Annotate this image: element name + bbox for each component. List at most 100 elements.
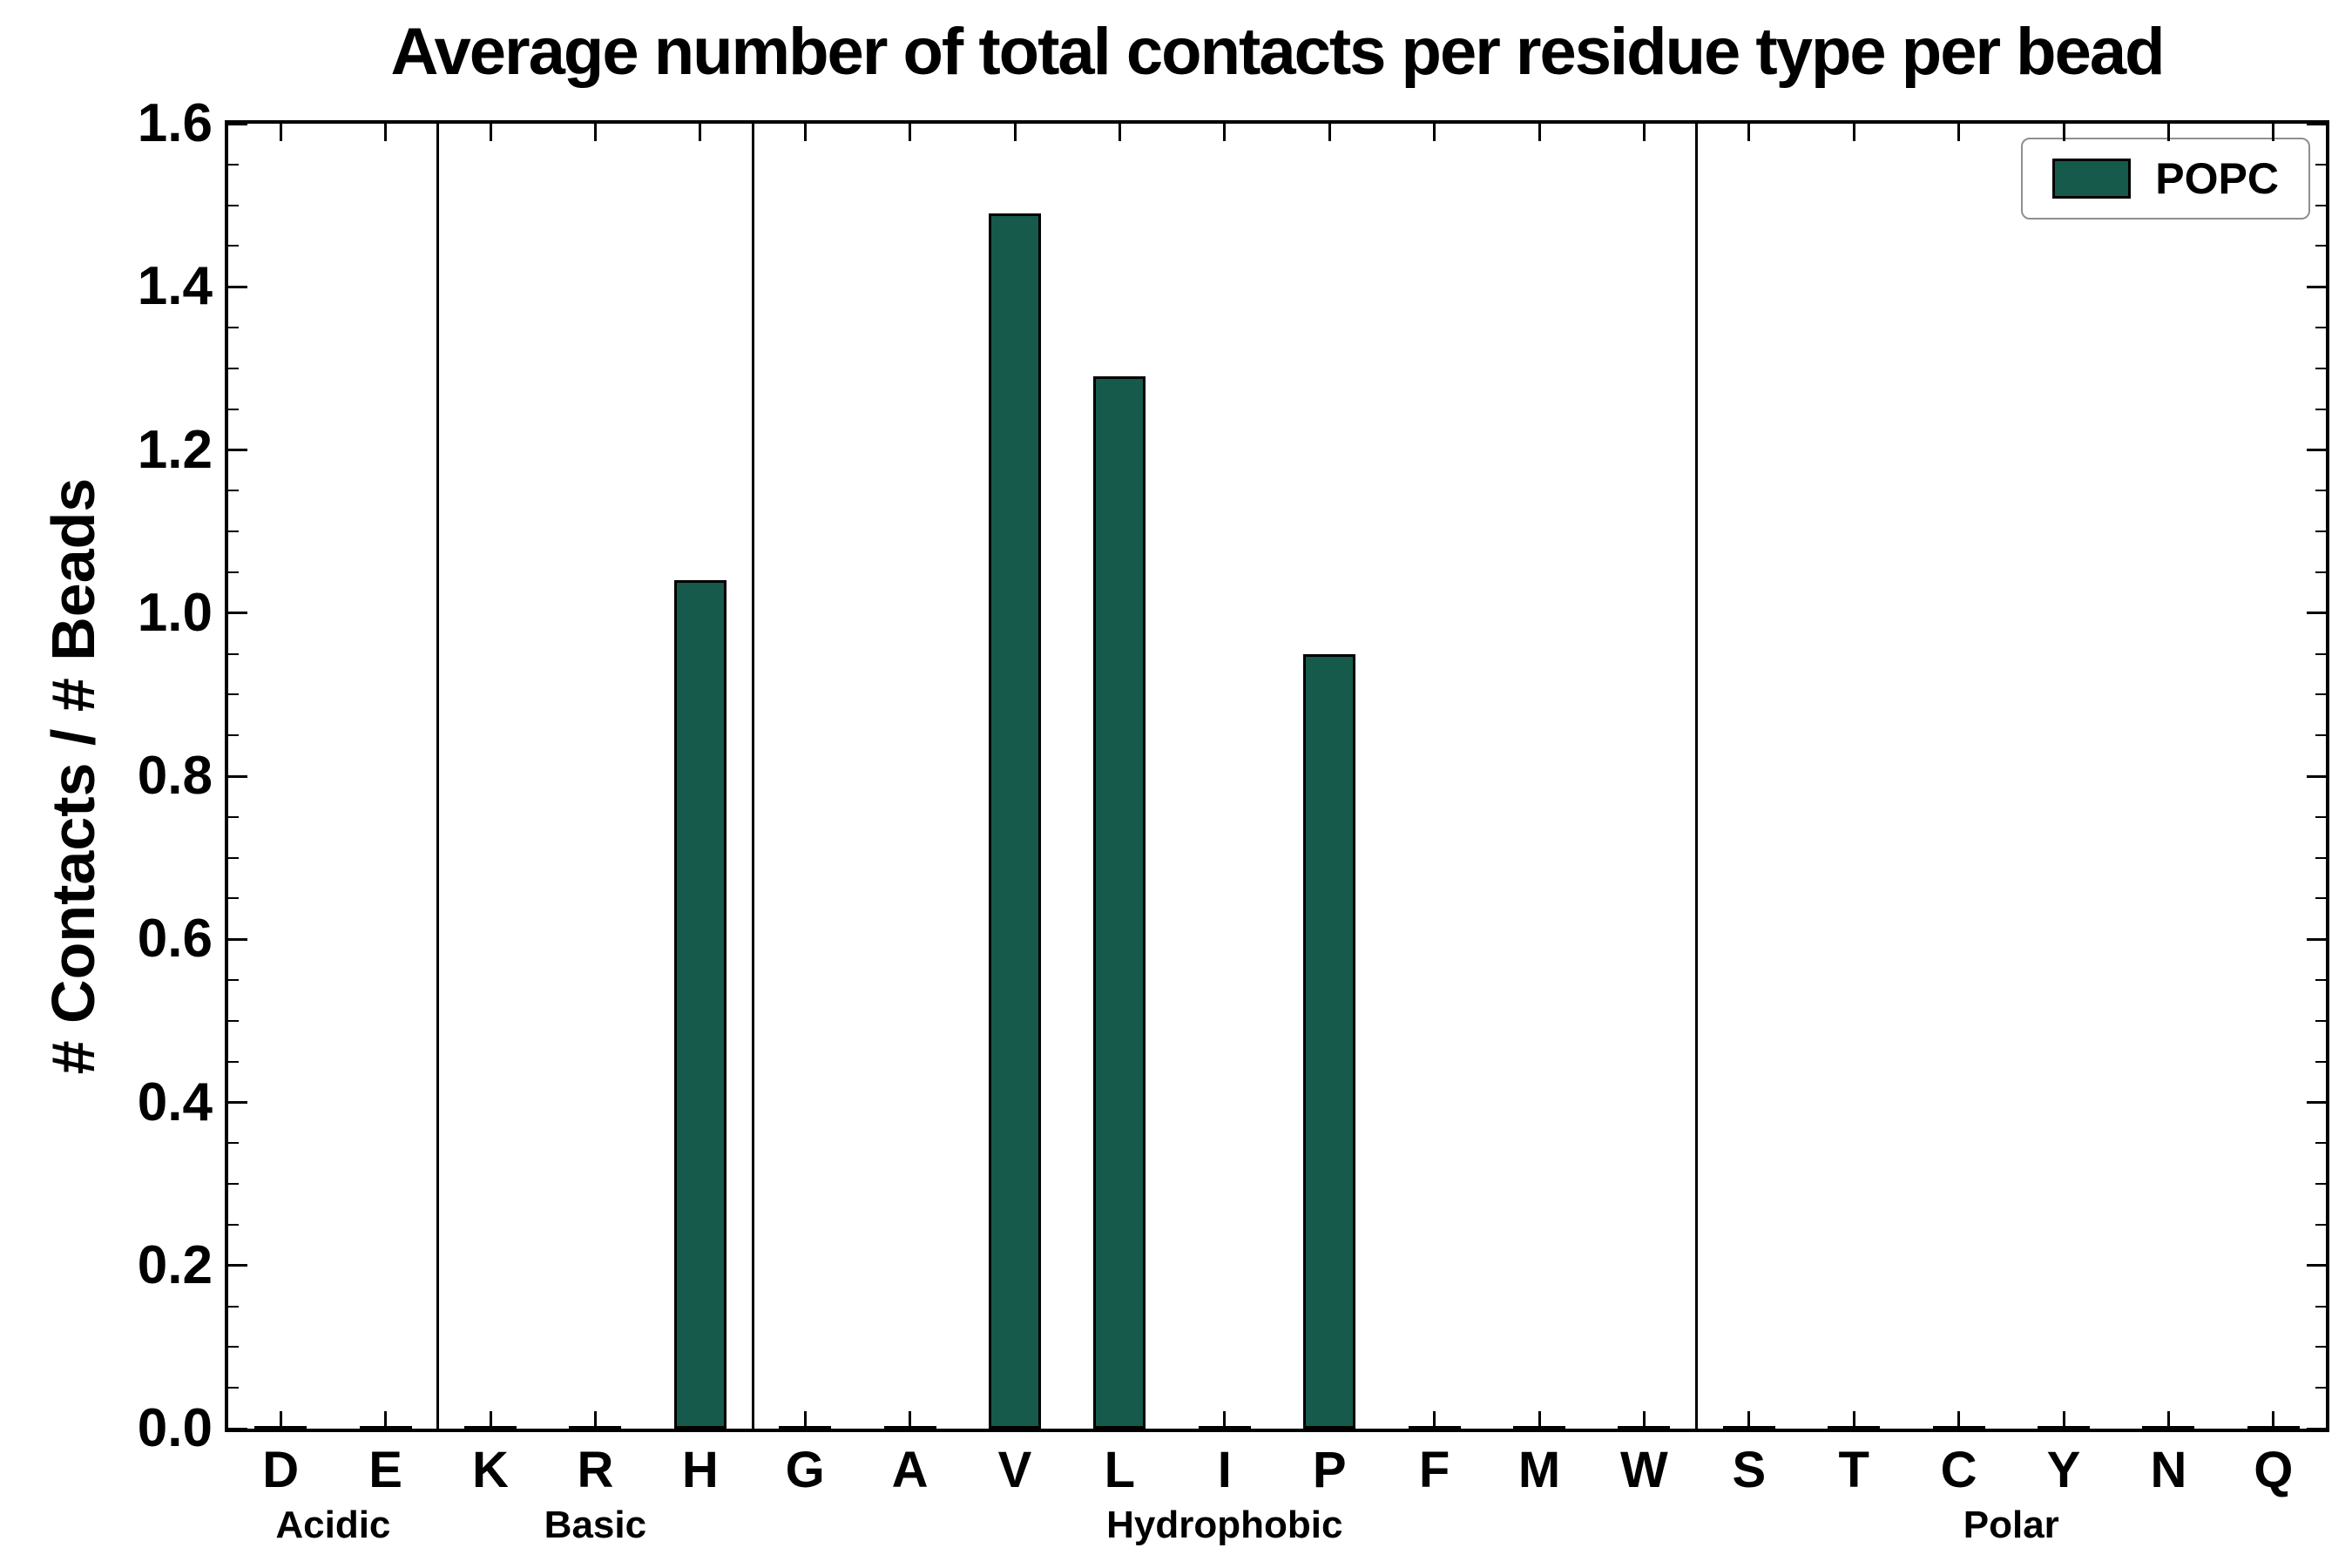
y-minor-tick-right — [2315, 408, 2326, 410]
bar-V — [989, 213, 1041, 1429]
y-minor-tick-left — [228, 693, 239, 696]
x-tick-label-E: E — [368, 1442, 402, 1498]
x-tick-top — [489, 124, 492, 141]
x-tick-top — [1223, 124, 1227, 141]
y-minor-tick-right — [2315, 1223, 2326, 1226]
y-major-tick-right — [2307, 774, 2326, 778]
y-minor-tick-left — [228, 1305, 239, 1308]
y-major-tick-left — [228, 285, 247, 288]
x-tick-label-W: W — [1620, 1442, 1668, 1498]
y-major-tick-right — [2307, 1264, 2326, 1267]
bar-D — [254, 1426, 308, 1429]
x-tick-label-F: F — [1418, 1442, 1450, 1498]
bar-K — [464, 1426, 517, 1429]
bar-Q — [2247, 1426, 2300, 1429]
bar-P — [1303, 653, 1356, 1429]
y-minor-tick-right — [2315, 245, 2326, 247]
x-tick-top — [699, 124, 702, 141]
y-minor-tick-left — [228, 245, 239, 247]
y-major-tick-left — [228, 612, 247, 615]
y-minor-tick-right — [2315, 815, 2326, 818]
x-tick-top — [803, 124, 807, 141]
group-label-basic: Basic — [544, 1504, 647, 1546]
x-tick-bottom — [1957, 1411, 1961, 1429]
bar-L — [1093, 376, 1146, 1429]
y-tick-label: 1.2 — [137, 419, 213, 480]
y-minor-tick-left — [228, 1019, 239, 1022]
x-tick-top — [593, 124, 597, 141]
y-minor-tick-left — [228, 204, 239, 206]
group-label-acidic: Acidic — [275, 1504, 391, 1546]
x-tick-top — [1852, 124, 1855, 141]
y-minor-tick-left — [228, 1142, 239, 1145]
bar-I — [1198, 1426, 1251, 1429]
y-major-tick-right — [2307, 449, 2326, 451]
bar-S — [1722, 1426, 1775, 1429]
y-minor-tick-right — [2315, 163, 2326, 166]
group-divider — [436, 124, 440, 1429]
x-tick-top — [1642, 124, 1646, 141]
x-tick-bottom — [2062, 1411, 2065, 1429]
y-minor-tick-left — [228, 408, 239, 410]
y-tick-label: 1.6 — [137, 93, 213, 153]
x-tick-top — [279, 124, 282, 141]
y-minor-tick-right — [2315, 571, 2326, 573]
x-tick-bottom — [593, 1411, 597, 1429]
bar-A — [883, 1426, 936, 1429]
y-tick-label: 0.6 — [137, 909, 213, 970]
x-tick-label-G: G — [785, 1442, 825, 1498]
bar-Y — [2038, 1426, 2090, 1429]
x-tick-bottom — [279, 1411, 282, 1429]
x-tick-label-I: I — [1217, 1442, 1232, 1498]
y-minor-tick-right — [2315, 490, 2326, 492]
y-major-tick-right — [2307, 937, 2326, 941]
group-label-polar: Polar — [1963, 1504, 2059, 1546]
y-minor-tick-left — [228, 490, 239, 492]
x-tick-label-R: R — [577, 1442, 614, 1498]
bar-E — [359, 1426, 412, 1429]
y-major-tick-left — [228, 937, 247, 941]
y-minor-tick-right — [2315, 531, 2326, 533]
x-tick-top — [909, 124, 912, 141]
x-tick-top — [1328, 124, 1331, 141]
y-minor-tick-left — [228, 367, 239, 369]
x-tick-bottom — [909, 1411, 912, 1429]
y-minor-tick-left — [228, 856, 239, 859]
x-tick-label-T: T — [1838, 1442, 1869, 1498]
x-tick-top — [2272, 124, 2275, 141]
y-minor-tick-right — [2315, 856, 2326, 859]
y-major-tick-left — [228, 1427, 247, 1430]
y-major-tick-left — [228, 774, 247, 778]
y-major-tick-right — [2307, 612, 2326, 615]
chart-title: Average number of total contacts per res… — [390, 15, 2165, 89]
y-major-tick-left — [228, 1101, 247, 1104]
y-minor-tick-right — [2315, 1183, 2326, 1186]
y-tick-label: 0.2 — [137, 1234, 213, 1295]
y-minor-tick-right — [2315, 1142, 2326, 1145]
y-minor-tick-right — [2315, 1346, 2326, 1348]
x-tick-bottom — [2272, 1411, 2275, 1429]
x-tick-bottom — [1747, 1411, 1751, 1429]
x-tick-label-D: D — [262, 1442, 300, 1498]
y-minor-tick-right — [2315, 897, 2326, 900]
legend-swatch-popc — [2052, 159, 2132, 199]
x-tick-label-P: P — [1312, 1442, 1347, 1498]
group-divider — [751, 124, 754, 1429]
bar-H — [673, 580, 727, 1429]
y-minor-tick-left — [228, 979, 239, 982]
x-tick-top — [384, 124, 388, 141]
y-minor-tick-right — [2315, 693, 2326, 696]
y-minor-tick-left — [228, 652, 239, 655]
y-major-tick-left — [228, 449, 247, 451]
y-tick-label: 1.4 — [137, 256, 213, 317]
y-major-tick-right — [2307, 1427, 2326, 1430]
x-tick-top — [2166, 124, 2170, 141]
y-minor-tick-right — [2315, 734, 2326, 737]
group-divider — [1695, 124, 1699, 1429]
x-tick-label-V: V — [997, 1442, 1032, 1498]
x-tick-label-C: C — [1940, 1442, 1977, 1498]
x-tick-label-A: A — [891, 1442, 929, 1498]
x-tick-label-K: K — [472, 1442, 509, 1498]
x-tick-label-L: L — [1104, 1442, 1136, 1498]
x-tick-label-Q: Q — [2254, 1442, 2294, 1498]
